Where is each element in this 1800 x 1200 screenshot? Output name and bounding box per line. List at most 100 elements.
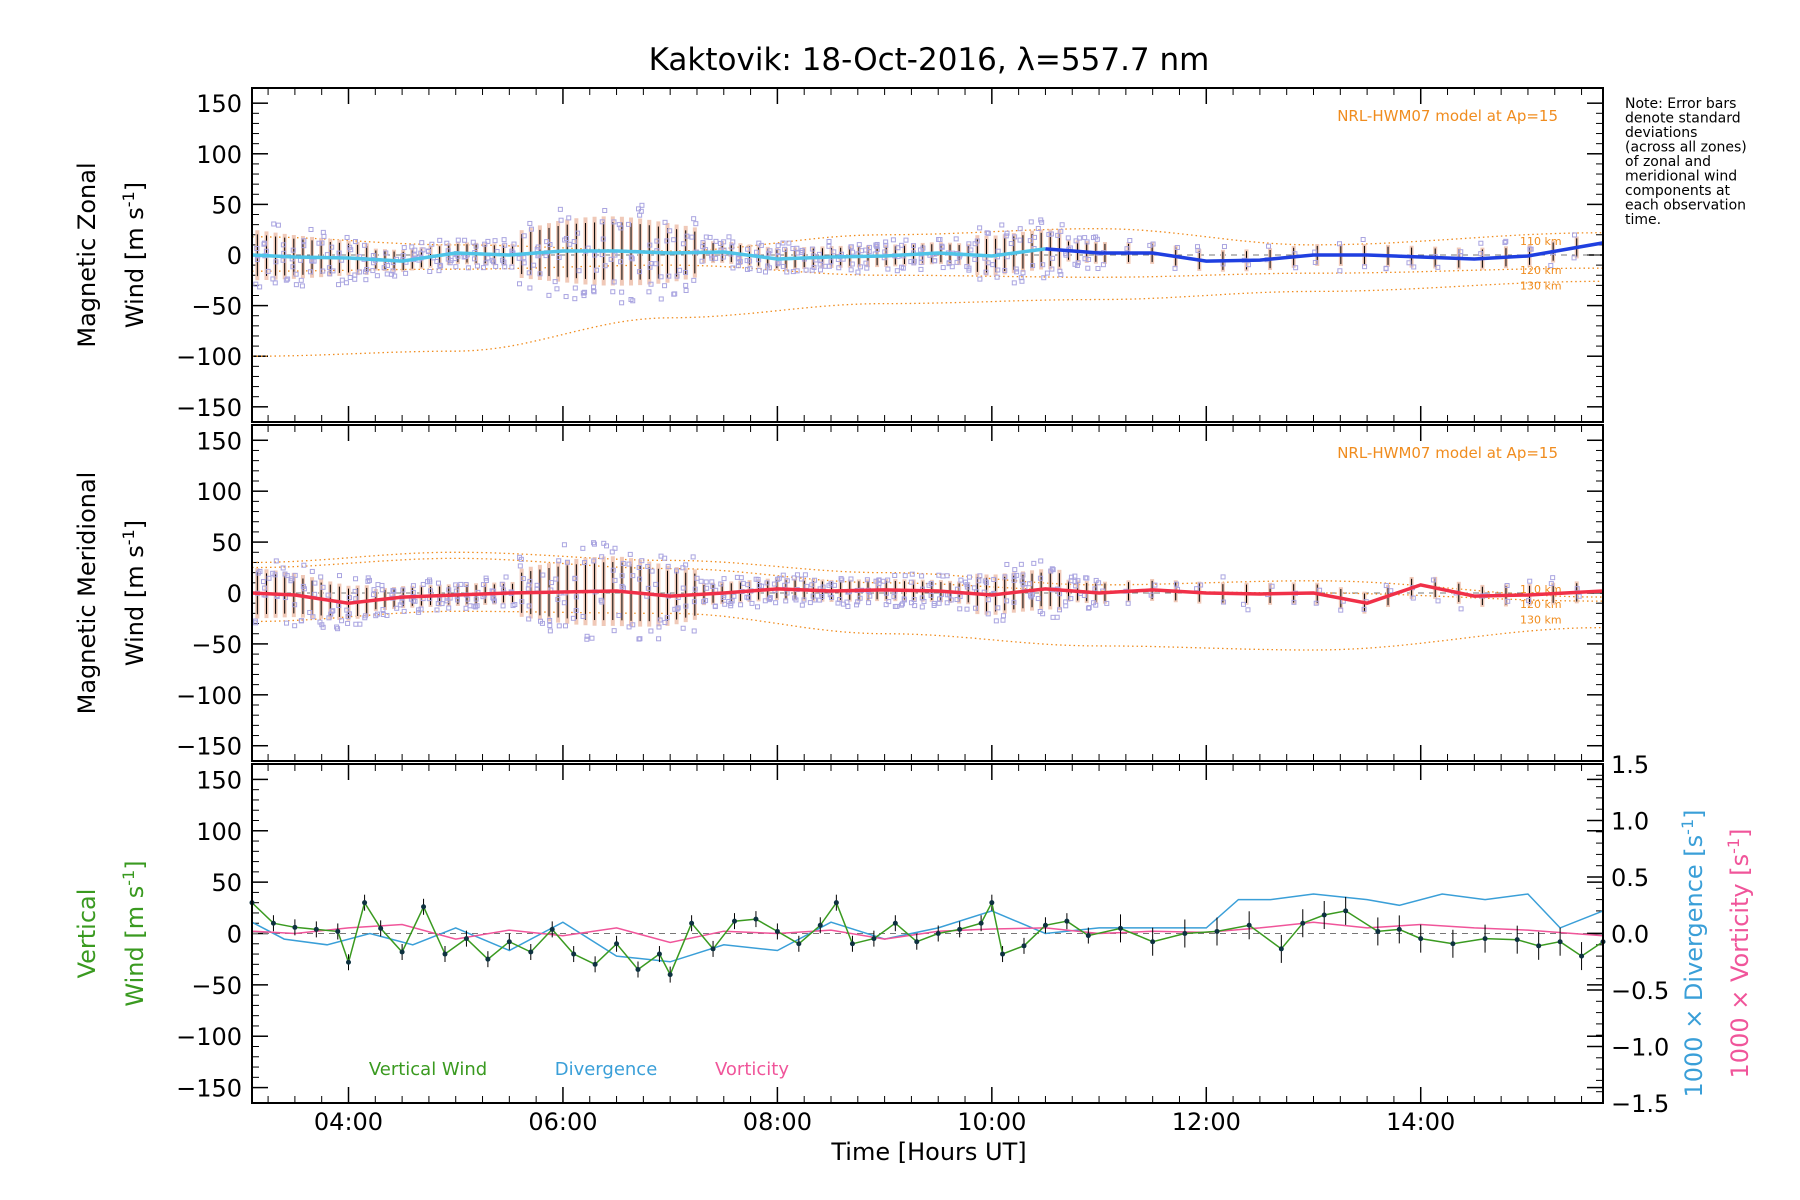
zone-point bbox=[483, 575, 489, 581]
zone-point bbox=[957, 594, 963, 600]
zone-point bbox=[680, 625, 686, 631]
zone-point bbox=[573, 608, 579, 614]
zone-point bbox=[1406, 260, 1412, 266]
zone-point bbox=[1435, 264, 1441, 270]
zone-point bbox=[273, 558, 279, 564]
zone-point bbox=[1028, 594, 1034, 600]
zone-point bbox=[1050, 255, 1056, 261]
zone-point bbox=[656, 636, 662, 642]
zone-point bbox=[827, 592, 833, 598]
zone-point bbox=[775, 243, 781, 249]
zone-point bbox=[730, 239, 736, 245]
y-tick-label: 50 bbox=[211, 869, 242, 897]
zone-point bbox=[365, 575, 371, 581]
zone-point bbox=[918, 255, 924, 261]
zone-point bbox=[1012, 234, 1018, 240]
vertical-wind-point bbox=[1514, 937, 1520, 943]
zone-point bbox=[658, 274, 664, 280]
zone-point bbox=[954, 259, 960, 265]
note-line: Note: Error bars bbox=[1625, 96, 1736, 112]
zone-point bbox=[591, 288, 597, 294]
zone-point bbox=[1411, 264, 1417, 270]
zone-point bbox=[520, 576, 526, 582]
zone-point bbox=[639, 558, 645, 564]
zone-point bbox=[618, 225, 624, 231]
y-tick-label: 100 bbox=[196, 818, 242, 846]
vertical-wind-point bbox=[1000, 951, 1006, 957]
zone-point bbox=[738, 575, 744, 581]
zone-point bbox=[977, 276, 983, 282]
zone-point bbox=[1504, 583, 1510, 589]
zone-point bbox=[363, 269, 369, 275]
zone-point bbox=[637, 212, 643, 218]
zone-point bbox=[1505, 598, 1511, 604]
zone-point bbox=[325, 592, 331, 598]
zone-point bbox=[1068, 596, 1074, 602]
zone-point bbox=[610, 567, 616, 573]
zone-point bbox=[619, 289, 625, 295]
zone-point bbox=[463, 582, 469, 588]
zone-point bbox=[618, 259, 624, 265]
zone-point bbox=[932, 258, 938, 264]
zone-point bbox=[636, 269, 642, 275]
zone-point bbox=[1383, 583, 1389, 589]
zone-point bbox=[954, 597, 960, 603]
zone-point bbox=[1018, 561, 1024, 567]
note-line: of zonal and bbox=[1625, 154, 1711, 170]
zone-point bbox=[435, 580, 441, 586]
zone-point bbox=[591, 540, 597, 546]
zone-point bbox=[485, 238, 491, 244]
zone-point bbox=[1027, 581, 1033, 587]
zone-point bbox=[972, 256, 978, 262]
zone-point bbox=[1430, 577, 1436, 583]
zone-point bbox=[1174, 581, 1180, 587]
zone-point bbox=[636, 636, 642, 642]
zone-point bbox=[330, 608, 336, 614]
zone-point bbox=[720, 254, 726, 260]
zone-point bbox=[1124, 246, 1130, 252]
zone-point bbox=[791, 575, 797, 581]
zone-point bbox=[444, 598, 450, 604]
vertical-wind-point bbox=[871, 936, 877, 942]
zone-point bbox=[343, 280, 349, 286]
zone-point bbox=[731, 593, 737, 599]
zone-point bbox=[899, 242, 905, 248]
zone-point bbox=[473, 243, 479, 249]
zone-point bbox=[662, 283, 668, 289]
zone-point bbox=[261, 240, 267, 246]
zone-point bbox=[556, 623, 562, 629]
note-line: each observation bbox=[1625, 198, 1746, 214]
zone-point bbox=[874, 246, 880, 252]
zone-point bbox=[271, 221, 277, 227]
zone-point bbox=[580, 613, 586, 619]
y-axis-label-line1: Magnetic Zonal bbox=[73, 162, 101, 347]
zone-point bbox=[558, 217, 564, 223]
vertical-wind-point bbox=[485, 956, 491, 962]
zone-point bbox=[416, 607, 422, 613]
zone-point bbox=[918, 260, 924, 266]
zone-point bbox=[260, 579, 266, 585]
vertical-wind-point bbox=[817, 922, 823, 928]
zonal-wind-panel: 150 100 50 0 −50 −100 −150 NRL-HWM07 model at A… bbox=[73, 87, 1604, 423]
zone-point bbox=[1084, 575, 1090, 581]
zone-point bbox=[453, 588, 459, 594]
zone-point bbox=[592, 252, 598, 258]
zone-point bbox=[863, 247, 869, 253]
panel-frame bbox=[251, 424, 1604, 762]
y-tick-label: −150 bbox=[176, 1075, 242, 1103]
zone-point bbox=[257, 568, 263, 574]
zone-point bbox=[591, 558, 597, 564]
zone-point bbox=[628, 254, 634, 260]
zone-point bbox=[1550, 575, 1556, 581]
zone-point bbox=[648, 628, 654, 634]
zone-point bbox=[1011, 599, 1017, 605]
zone-point bbox=[626, 221, 632, 227]
zone-point bbox=[819, 594, 825, 600]
zone-point bbox=[919, 604, 925, 610]
zone-point bbox=[580, 545, 586, 551]
zone-point bbox=[674, 606, 680, 612]
zone-point bbox=[928, 592, 934, 598]
zone-point bbox=[675, 605, 681, 611]
zone-point bbox=[1388, 588, 1394, 594]
